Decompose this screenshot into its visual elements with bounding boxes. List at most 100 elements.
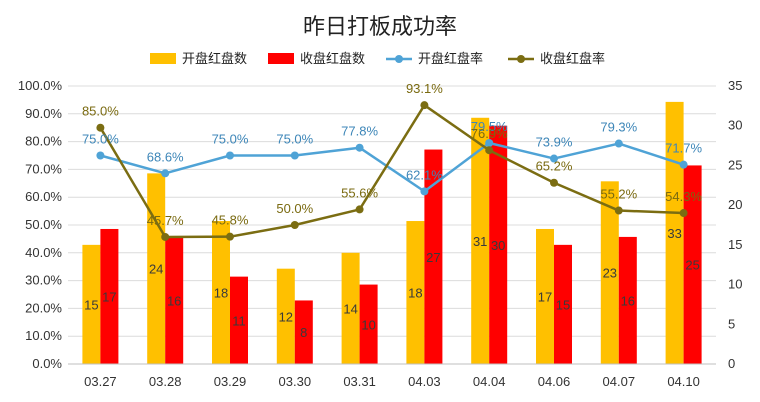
point-value-label: 55.6%	[341, 185, 378, 200]
point-value-label: 75.0%	[82, 132, 119, 147]
bar-value-label: 25	[685, 258, 699, 273]
bar	[489, 125, 508, 364]
y-left-tick: 30.0%	[25, 273, 62, 288]
data-point	[550, 178, 558, 187]
y-axis-right: 0 5 10 15 20 25 30 35	[728, 78, 742, 371]
x-axis: 03.27 03.28 03.29 03.30 03.31 04.03 04.04 04.06…	[68, 363, 716, 389]
data-point	[355, 205, 364, 214]
legend-label: 收盘红盘数	[300, 51, 365, 67]
point-value-label: 79.5%	[471, 119, 508, 134]
legend-swatch	[150, 53, 176, 64]
bar-value-label: 24	[149, 262, 163, 277]
y-right-tick: 25	[728, 157, 742, 172]
x-tick: 03.28	[149, 374, 182, 389]
data-point	[550, 154, 558, 163]
bar-value-label: 27	[426, 250, 440, 265]
legend-marker	[395, 55, 403, 63]
x-tick: 03.30	[279, 374, 312, 389]
bar-value-label: 17	[102, 289, 116, 304]
x-tick: 04.04	[473, 374, 506, 389]
point-value-label: 71.7%	[665, 141, 702, 156]
point-value-label: 93.1%	[406, 81, 443, 96]
x-tick: 04.06	[538, 374, 571, 389]
point-value-label: 77.8%	[341, 124, 378, 139]
bar-value-label: 17	[538, 289, 552, 304]
y-right-tick: 30	[728, 118, 742, 133]
y-right-tick: 0	[728, 356, 735, 371]
bar	[341, 252, 360, 364]
legend-label: 开盘红盘数	[182, 51, 247, 67]
point-value-label: 85.0%	[82, 104, 119, 119]
y-right-tick: 10	[728, 277, 742, 292]
data-point	[226, 151, 234, 160]
point-value-label: 68.6%	[147, 149, 184, 164]
bars	[82, 101, 702, 365]
x-tick: 03.27	[84, 374, 117, 389]
bar	[471, 117, 490, 365]
data-point	[614, 206, 623, 215]
y-left-tick: 100.0%	[18, 78, 63, 93]
y-axis-left: 0.0% 10.0% 20.0% 30.0% 40.0% 50.0% 60.0% 70.0% 8…	[18, 78, 63, 371]
y-left-tick: 50.0%	[25, 217, 62, 232]
data-point	[96, 123, 105, 132]
bar	[554, 244, 572, 364]
bar-value-label: 18	[408, 286, 422, 301]
point-value-label: 75.0%	[276, 132, 313, 147]
y-left-tick: 40.0%	[25, 245, 62, 260]
bar	[618, 236, 637, 364]
bar	[147, 173, 166, 364]
y-left-tick: 10.0%	[25, 328, 62, 343]
data-point	[420, 101, 429, 110]
legend-label: 开盘红盘率	[418, 51, 483, 67]
data-point	[355, 143, 364, 152]
bar-value-label: 16	[167, 293, 181, 308]
bar-value-label: 15	[84, 297, 98, 312]
bar-value-label: 8	[300, 325, 307, 340]
data-point	[420, 187, 429, 196]
y-right-tick: 20	[728, 197, 742, 212]
y-left-tick: 80.0%	[25, 134, 62, 149]
data-point	[96, 151, 105, 160]
data-point	[161, 232, 170, 241]
point-value-label: 45.7%	[147, 213, 184, 228]
bar-value-label: 14	[343, 301, 357, 316]
data-point	[226, 232, 234, 241]
bar	[100, 228, 119, 364]
legend-label: 收盘红盘率	[540, 51, 605, 67]
point-value-label: 76.9%	[471, 126, 508, 141]
bar-value-label: 11	[232, 313, 246, 328]
y-left-tick: 0.0%	[32, 356, 62, 371]
series-line	[100, 141, 684, 193]
data-point	[290, 151, 299, 160]
point-value-label: 79.3%	[600, 120, 637, 135]
bar	[600, 181, 619, 364]
y-left-tick: 60.0%	[25, 189, 62, 204]
x-tick: 03.31	[343, 374, 376, 389]
bar	[536, 228, 554, 364]
y-left-tick: 70.0%	[25, 161, 62, 176]
data-point	[485, 146, 494, 155]
bar-value-label: 10	[361, 317, 375, 332]
bar-value-label: 33	[667, 226, 681, 241]
bar-value-label: 16	[621, 293, 635, 308]
y-left-tick: 90.0%	[25, 106, 62, 121]
bar	[406, 221, 425, 364]
bar-value-label: 18	[214, 286, 228, 301]
data-point	[679, 209, 688, 218]
data-point	[679, 160, 688, 169]
bar-value-label: 31	[473, 234, 487, 249]
bar-value-label: 23	[603, 266, 617, 281]
data-point	[290, 221, 299, 229]
point-value-label: 75.0%	[212, 132, 249, 147]
y-right-tick: 5	[728, 316, 735, 331]
data-point	[614, 139, 623, 148]
point-value-label: 73.9%	[536, 135, 573, 150]
bar-value-label: 12	[279, 309, 293, 324]
point-value-label: 54.3%	[665, 189, 702, 204]
point-value-label: 50.0%	[276, 201, 313, 216]
legend-marker	[517, 55, 525, 63]
y-right-tick: 15	[728, 237, 742, 252]
point-value-label: 45.8%	[212, 213, 249, 228]
legend-swatch	[268, 53, 294, 64]
data-labels: 15 24 18 12 14 18 31 17 23 33 17 16 11 8 10 27 30 15 16 25 7…	[82, 81, 703, 340]
